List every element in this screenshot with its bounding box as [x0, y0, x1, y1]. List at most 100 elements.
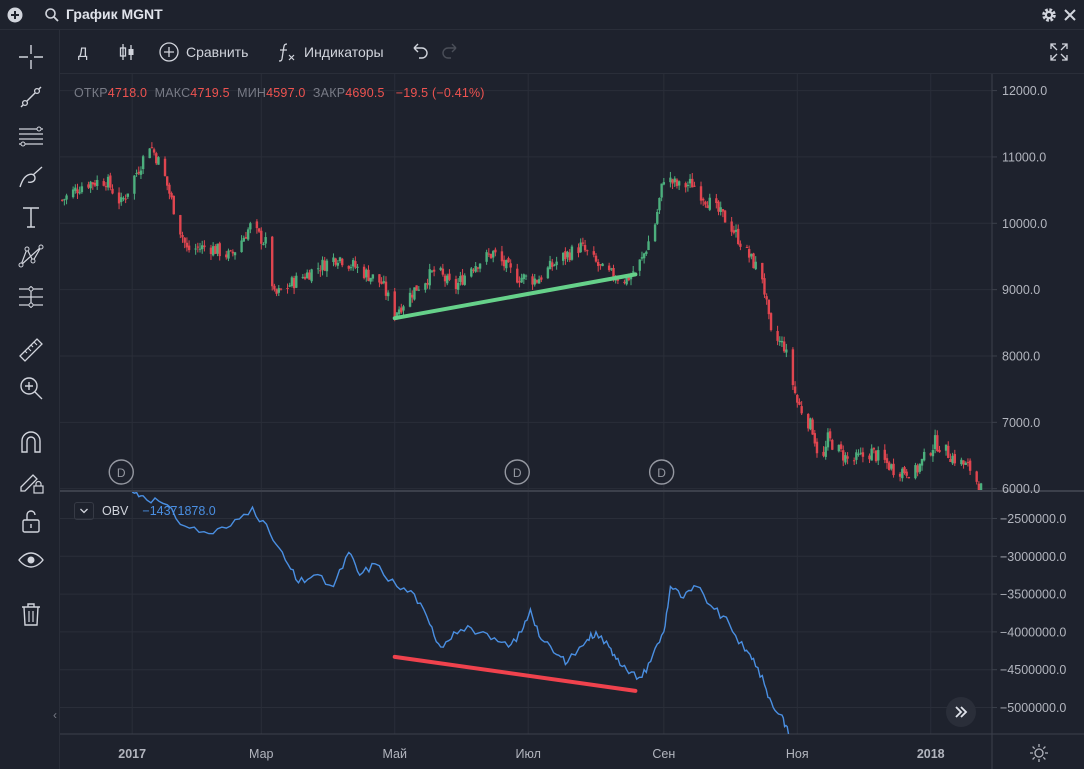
- brush-tool[interactable]: [16, 162, 46, 192]
- obv-axis-label: −3500000.0: [1000, 588, 1066, 602]
- fullscreen-button[interactable]: [1048, 40, 1070, 64]
- prediction-tool[interactable]: [16, 282, 46, 312]
- obv-name[interactable]: OBV: [102, 504, 129, 518]
- candle-body: [505, 260, 508, 269]
- obv-axis-label: −4500000.0: [1000, 663, 1066, 677]
- candle-body: [194, 248, 197, 250]
- candle-body: [509, 263, 512, 268]
- interval-button[interactable]: Д: [78, 40, 87, 64]
- redo-button[interactable]: [440, 40, 462, 64]
- price-axis-label: 9000.0: [1002, 283, 1040, 297]
- chart-type-button[interactable]: [116, 40, 138, 64]
- add-circle-icon: [159, 42, 179, 62]
- magnet-tool[interactable]: [16, 427, 46, 457]
- candle-body: [568, 252, 571, 261]
- candle-body: [424, 283, 427, 290]
- crosshair-tool[interactable]: [16, 42, 46, 72]
- candle-body: [461, 274, 464, 285]
- candle-body: [63, 199, 66, 201]
- candle-body: [852, 460, 856, 462]
- candle-body: [426, 283, 429, 285]
- candle-body: [295, 275, 298, 288]
- chart-canvas[interactable]: D D D 6000.0 7000.0 8000.0 9000.0 10000.0 11000.…: [60, 74, 1084, 769]
- candle-body: [979, 483, 983, 490]
- candle-body: [338, 257, 342, 262]
- window-title[interactable]: График MGNT: [66, 6, 163, 22]
- pattern-icon: [18, 244, 44, 268]
- price-axis-label: 6000.0: [1002, 482, 1040, 496]
- lock-all-tool[interactable]: [16, 506, 46, 536]
- fib-levels-tool[interactable]: [16, 122, 46, 152]
- price-trendline[interactable]: [392, 272, 638, 321]
- candle-body: [332, 257, 335, 263]
- candle-body: [750, 253, 753, 257]
- gear-icon[interactable]: [1040, 6, 1058, 24]
- candle-body: [947, 445, 950, 458]
- candle-body: [671, 179, 674, 184]
- candle-body: [625, 277, 628, 285]
- time-axis-label: Июл: [515, 747, 540, 761]
- candle-body: [80, 186, 84, 193]
- compare-button[interactable]: Сравнить: [158, 40, 248, 64]
- candle-body: [936, 435, 939, 451]
- dividend-marker[interactable]: [648, 459, 675, 485]
- close-icon[interactable]: [1062, 6, 1078, 24]
- scroll-to-realtime-button[interactable]: [946, 697, 976, 727]
- candle-body: [371, 274, 375, 279]
- obv-trendline[interactable]: [392, 654, 638, 693]
- candle-body: [887, 462, 891, 470]
- add-tab-icon[interactable]: [6, 6, 24, 24]
- candle-body: [218, 243, 221, 257]
- hide-drawings-tool[interactable]: [16, 545, 46, 575]
- candle-body: [903, 467, 906, 474]
- text-tool[interactable]: [16, 202, 46, 232]
- candle-body: [494, 249, 497, 253]
- obv-axis-label: −2500000.0: [1000, 512, 1066, 526]
- price-axis-label: 10000.0: [1002, 217, 1047, 231]
- candle-body: [255, 221, 259, 229]
- candle-body: [905, 471, 908, 476]
- candle-body: [535, 280, 539, 283]
- candle-body: [763, 278, 766, 295]
- candle-body: [966, 462, 970, 464]
- candle-body: [152, 149, 156, 153]
- candle-body: [89, 181, 92, 189]
- trend-line-tool[interactable]: [16, 82, 46, 112]
- high-label: МАКС: [154, 86, 191, 100]
- candle-body: [883, 449, 886, 460]
- chevron-down-icon: [80, 508, 88, 514]
- candles-icon: [119, 44, 134, 60]
- candle-body: [71, 189, 75, 198]
- indicators-button[interactable]: Индикаторы: [276, 40, 384, 64]
- ruler-tool[interactable]: [16, 335, 46, 365]
- dividend-marker[interactable]: [108, 459, 134, 485]
- remove-drawings-tool[interactable]: [16, 599, 46, 629]
- candle-body: [914, 465, 917, 479]
- candle-body: [765, 296, 768, 300]
- obv-collapse-toggle[interactable]: [74, 502, 94, 520]
- collapse-toolbar-arrow-icon[interactable]: ‹: [53, 708, 57, 722]
- candle-body: [124, 198, 127, 200]
- candle-body: [931, 450, 935, 457]
- magnet-icon: [21, 431, 41, 453]
- dividend-marker[interactable]: [504, 459, 530, 485]
- candle-body: [341, 258, 344, 266]
- interval-label: Д: [78, 44, 88, 60]
- candle-body: [78, 192, 81, 194]
- chart-settings-icon[interactable]: [1028, 742, 1050, 764]
- obv-axis-label: −5000000.0: [1000, 701, 1066, 715]
- dividend-marker-label: D: [117, 466, 126, 480]
- candle-body: [456, 282, 460, 290]
- candle-body: [400, 307, 403, 313]
- search-icon[interactable]: [44, 7, 60, 23]
- obv-axis-label: −4000000.0: [1000, 625, 1066, 639]
- chart-area[interactable]: D D D 6000.0 7000.0 8000.0 9000.0 10000.0 11000.…: [60, 74, 1084, 769]
- zoom-in-tool[interactable]: [16, 373, 46, 403]
- candle-body: [382, 281, 385, 283]
- lock-drawing-tool[interactable]: [16, 466, 46, 496]
- undo-button[interactable]: [408, 40, 430, 64]
- pattern-tool[interactable]: [16, 242, 46, 272]
- candle-body: [798, 401, 801, 405]
- candle-body: [120, 197, 123, 202]
- candle-body: [647, 241, 650, 251]
